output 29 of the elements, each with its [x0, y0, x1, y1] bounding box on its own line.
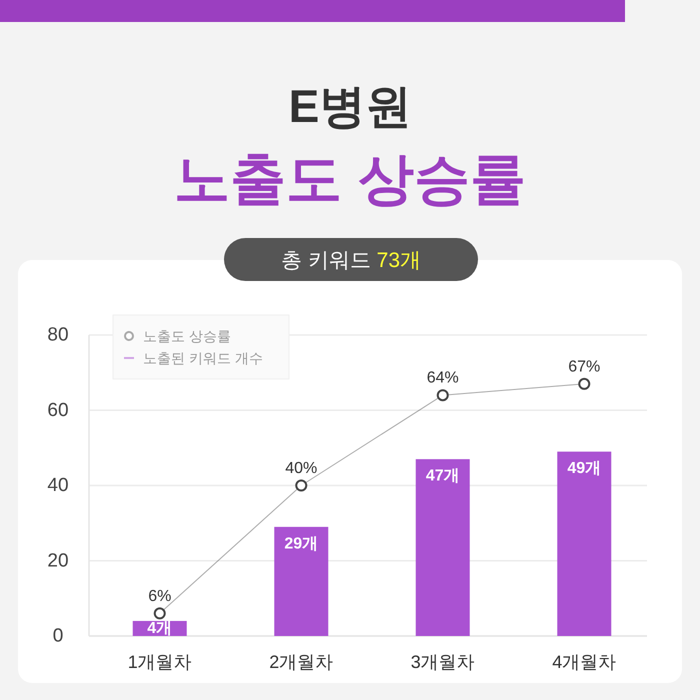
data-label: 67% — [568, 358, 600, 376]
data-label: 40% — [285, 460, 318, 477]
point — [154, 607, 166, 620]
data-label: 4개 — [147, 620, 172, 637]
y-tick-label: 0 — [52, 626, 64, 646]
data-label: 47개 — [426, 468, 460, 485]
data-label: 29개 — [284, 535, 318, 552]
bar — [416, 459, 470, 636]
point — [295, 480, 308, 492]
chart-title: E병원 — [288, 80, 412, 132]
data-label: 64% — [426, 370, 459, 387]
data-label: 6% — [148, 588, 172, 605]
bar — [274, 526, 328, 636]
y-tick-label: 40 — [47, 475, 69, 496]
y-tick-label: 20 — [47, 550, 69, 572]
x-tick-label: 3개월차 — [410, 652, 475, 672]
point — [578, 378, 590, 390]
x-tick-label: 2개월차 — [269, 652, 334, 672]
legend-label: 노출도 상승률 — [143, 328, 231, 344]
legend-label: 노출된 키워드 개수 — [143, 350, 263, 366]
text: 총 키워드 73개 — [280, 249, 422, 272]
x-tick-label: 1개월차 — [128, 652, 192, 672]
y-tick-label: 60 — [47, 400, 69, 421]
data-label: 49개 — [567, 460, 602, 478]
chart-subtitle: 노출도 상승률 — [174, 147, 526, 210]
point — [436, 389, 449, 402]
bar — [557, 452, 612, 636]
x-tick-label: 4개월차 — [552, 652, 616, 672]
y-tick-label: 80 — [47, 324, 69, 346]
